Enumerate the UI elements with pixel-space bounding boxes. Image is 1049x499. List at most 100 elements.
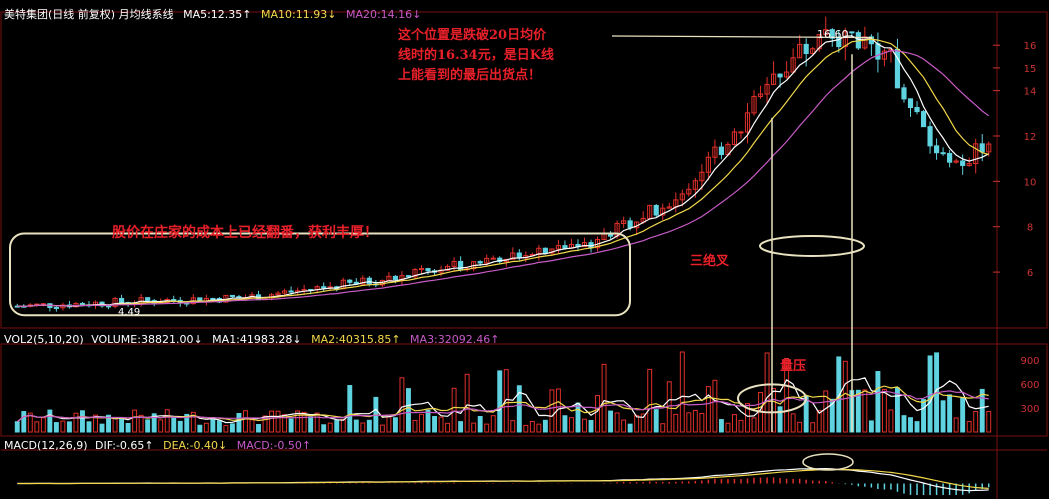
volume-bar bbox=[249, 419, 255, 433]
volume-bar bbox=[523, 424, 529, 433]
volume-bar bbox=[529, 420, 535, 433]
volume-bar bbox=[60, 420, 66, 433]
candle-body bbox=[940, 152, 946, 155]
candle-body bbox=[555, 245, 562, 250]
top-annotation-line3: 上能看到的最后出货点！ bbox=[398, 68, 542, 83]
candle-body bbox=[803, 43, 809, 54]
volume-axis-label: 600 bbox=[1020, 380, 1039, 391]
volume-bar bbox=[119, 418, 125, 433]
candle-body bbox=[849, 31, 855, 34]
volume-bar bbox=[790, 413, 796, 433]
volume-bar bbox=[392, 417, 398, 433]
volume-bar bbox=[901, 415, 907, 433]
volume-bar bbox=[699, 412, 705, 433]
annotation-pointer bbox=[611, 35, 873, 39]
candle-body bbox=[836, 37, 842, 48]
volume-bar bbox=[582, 418, 587, 433]
volume-bar bbox=[810, 422, 816, 433]
volume-bars-group bbox=[14, 351, 992, 433]
candle-body bbox=[744, 112, 751, 133]
volume-bar bbox=[614, 412, 620, 433]
volume-bar bbox=[914, 421, 920, 433]
volume-axis-label: 900 bbox=[1020, 356, 1039, 367]
volume-bar bbox=[627, 423, 633, 433]
candle-body bbox=[686, 188, 692, 195]
volume-bar bbox=[692, 409, 698, 433]
volume-bar bbox=[151, 413, 157, 433]
candle-body bbox=[171, 299, 177, 302]
candle-body bbox=[757, 93, 764, 97]
volume-bar bbox=[14, 421, 20, 433]
volume-bar bbox=[243, 410, 248, 433]
volume-bar bbox=[842, 360, 848, 433]
volume-bar bbox=[745, 403, 750, 433]
volume-axis-label: 300 bbox=[1020, 404, 1039, 415]
price-axis-label: 12 bbox=[1024, 132, 1037, 143]
candle-body bbox=[666, 206, 672, 209]
price-axis-label: 8 bbox=[1027, 223, 1033, 234]
volume-bar bbox=[608, 410, 614, 433]
volume-bar bbox=[979, 388, 985, 433]
candle-body bbox=[392, 275, 399, 280]
volume-bar bbox=[451, 387, 457, 433]
volume-bar bbox=[34, 421, 40, 433]
volume-bar bbox=[197, 424, 203, 433]
volume-bar bbox=[353, 419, 359, 433]
volume-annotation: 量压 bbox=[780, 359, 807, 374]
high-price-label: 16.60 bbox=[817, 28, 849, 41]
volume-bar bbox=[47, 409, 53, 433]
volume-bar bbox=[288, 418, 294, 433]
volume-bar bbox=[908, 417, 913, 433]
candle-body bbox=[933, 145, 940, 154]
price-header: 美特集团(日线 前复权) 月均线系线 MA5:12.35↑ MA10:11.93… bbox=[4, 6, 421, 22]
vol-ma3: MA3:32092.46↑ bbox=[410, 333, 500, 346]
volume-panel-frame bbox=[0, 343, 1048, 437]
volume-bar bbox=[275, 410, 281, 433]
volume-bar bbox=[21, 411, 27, 433]
volume-bar bbox=[203, 422, 209, 433]
candle-body bbox=[484, 257, 490, 264]
volume-bar bbox=[477, 415, 483, 433]
volume-bar bbox=[73, 412, 79, 433]
vol-volume: VOLUME:38821.00↓ bbox=[91, 333, 203, 346]
volume-bar bbox=[112, 417, 118, 433]
candle-body bbox=[914, 107, 920, 113]
candle-body bbox=[986, 143, 992, 153]
macd-value: MACD:-0.50↑ bbox=[236, 439, 312, 452]
volume-bar bbox=[177, 420, 183, 433]
volume-bar bbox=[80, 410, 85, 433]
candle-body bbox=[288, 290, 294, 293]
volume-bar bbox=[718, 419, 724, 433]
volume-ellipse bbox=[737, 383, 807, 414]
candle-body bbox=[953, 160, 959, 163]
volume-bar bbox=[940, 400, 946, 433]
volume-bar bbox=[751, 417, 757, 433]
volume-bar bbox=[497, 370, 503, 433]
volume-bar bbox=[321, 424, 327, 433]
candle-body bbox=[797, 43, 803, 59]
candle-body bbox=[490, 257, 496, 260]
top-annotation: 这个位置是跌破20日均价 线时的16.34元，是日K线 上能看到的最后出货点！ bbox=[398, 26, 554, 86]
candle-body bbox=[229, 294, 236, 298]
candle-body bbox=[679, 193, 685, 201]
macd-dif: DIF:-0.65↑ bbox=[95, 439, 154, 452]
volume-bar bbox=[888, 409, 894, 433]
middle-annotation: 股价在庄家的成本上已经翻番，获利丰厚！ bbox=[112, 225, 378, 241]
macd-group bbox=[23, 477, 990, 495]
candle-body bbox=[907, 98, 914, 109]
price-axis-label: 6 bbox=[1027, 268, 1033, 279]
candle-body bbox=[53, 307, 59, 310]
top-annotation-line2: 线时的16.34元，是日K线 bbox=[398, 48, 555, 63]
volume-bar bbox=[158, 419, 164, 433]
volume-bar bbox=[562, 415, 568, 433]
volume-bar bbox=[588, 419, 594, 433]
top-annotation-line1: 这个位置是跌破20日均价 bbox=[398, 28, 547, 43]
volume-bar bbox=[921, 399, 926, 433]
volume-bar bbox=[256, 424, 261, 433]
volume-bar bbox=[445, 422, 451, 433]
candle-body bbox=[901, 87, 907, 100]
accumulation-box bbox=[9, 232, 631, 317]
candle-body bbox=[881, 50, 888, 60]
